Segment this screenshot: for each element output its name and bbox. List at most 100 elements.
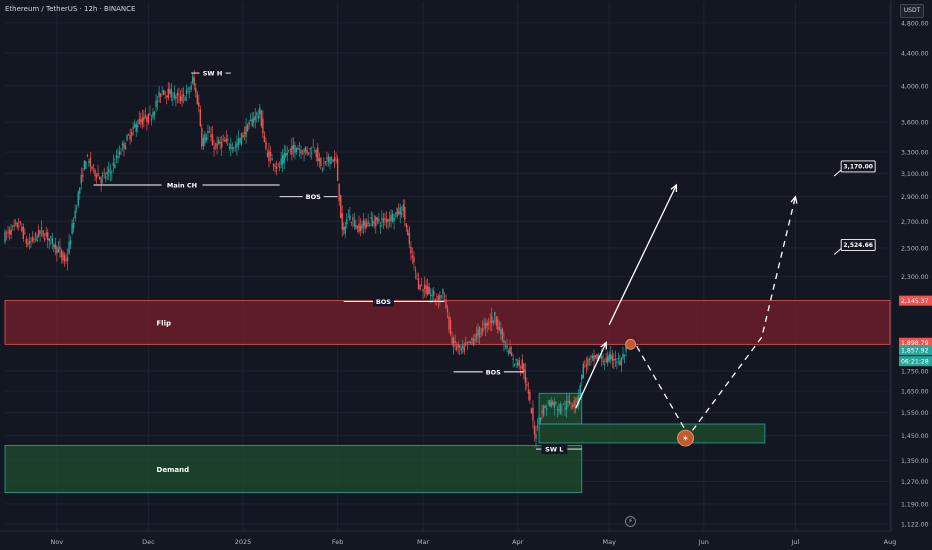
- candle-body: [211, 134, 214, 146]
- candle-body: [523, 363, 525, 372]
- candle-body: [225, 138, 227, 142]
- candle-body: [100, 178, 102, 184]
- candle-body: [358, 223, 360, 232]
- candle-body: [88, 160, 90, 164]
- candle-body: [477, 329, 479, 336]
- candle-body: [57, 248, 60, 253]
- candle-body: [25, 238, 28, 244]
- candle-body: [76, 207, 78, 209]
- candle-body: [272, 163, 275, 167]
- candle-body: [362, 219, 365, 227]
- candle-body: [430, 294, 432, 297]
- candle-body: [275, 166, 278, 169]
- candle-body: [50, 236, 52, 237]
- candle-body: [387, 219, 389, 222]
- candle-body: [507, 350, 510, 354]
- candle-body: [13, 224, 15, 226]
- candle-body: [184, 97, 186, 101]
- candle-body: [146, 116, 148, 123]
- candle-body: [141, 117, 144, 125]
- candle-body: [521, 359, 523, 370]
- candle-body: [506, 345, 508, 349]
- candle-body: [619, 360, 621, 365]
- candle-body: [230, 144, 232, 150]
- candle-body: [355, 225, 357, 229]
- candle-body: [529, 392, 531, 401]
- candle-body: [437, 295, 440, 302]
- candle-body: [274, 166, 276, 167]
- arrow-icon: [670, 183, 678, 192]
- candle-body: [487, 323, 490, 325]
- candle-body: [336, 158, 339, 181]
- candle-body: [368, 224, 371, 227]
- candle-body: [236, 143, 238, 148]
- price-tag-label: 06:21:28: [901, 359, 929, 366]
- candle-body: [434, 298, 436, 301]
- candle-body: [77, 192, 79, 206]
- candle-body: [198, 102, 200, 107]
- candle-body: [510, 352, 513, 357]
- candle-body: [587, 359, 589, 366]
- candle-body: [585, 364, 588, 367]
- candle-body: [239, 137, 241, 143]
- candle-body: [431, 295, 433, 297]
- price-tick-label: 3,600.00: [901, 120, 929, 127]
- candle-body: [603, 364, 606, 365]
- candle-body: [71, 223, 73, 234]
- target-label: 2,524.66: [843, 242, 873, 249]
- candle-body: [150, 118, 153, 121]
- candle-body: [80, 175, 82, 184]
- candle-body: [109, 171, 111, 174]
- price-tick-label: 1,270.00: [901, 479, 929, 486]
- candle-body: [481, 327, 484, 333]
- candle-body: [489, 320, 491, 323]
- candle-body: [199, 109, 202, 127]
- candle-body: [260, 111, 263, 127]
- lightning-icon[interactable]: ⚡: [625, 516, 636, 527]
- price-tag-label: 1,898.79: [901, 340, 929, 347]
- candle-body: [155, 100, 157, 108]
- candle-body: [265, 141, 267, 149]
- candle-body: [259, 107, 261, 115]
- structure-label-bg: [482, 366, 504, 377]
- candle-body: [289, 148, 292, 150]
- candle-body: [399, 207, 401, 215]
- candle-body: [338, 183, 340, 201]
- candle-body: [495, 316, 498, 326]
- candle-body: [376, 217, 379, 221]
- candle-body: [14, 222, 17, 224]
- candle-body: [291, 145, 293, 155]
- candle-body: [8, 229, 11, 235]
- candle-body: [310, 152, 313, 154]
- candle-body: [330, 157, 333, 160]
- candle-body: [233, 147, 235, 149]
- candle-body: [579, 385, 581, 396]
- candle-body: [72, 222, 75, 229]
- candle-body: [220, 141, 223, 148]
- candle-body: [306, 150, 308, 154]
- candle-body: [103, 173, 105, 175]
- candle-body: [147, 113, 150, 123]
- candle-body: [205, 137, 208, 141]
- candle-body: [167, 88, 169, 98]
- arrow-icon: [600, 341, 607, 350]
- price-tick-label: 1,750.00: [901, 368, 929, 375]
- candle-body: [323, 163, 325, 164]
- candle-body: [74, 210, 76, 219]
- candle-body: [101, 175, 104, 177]
- candle-body: [425, 285, 427, 294]
- candle-body: [185, 89, 188, 94]
- candle-body: [66, 256, 69, 262]
- candle-body: [384, 218, 386, 220]
- candle-body: [561, 409, 563, 411]
- candle-body: [286, 152, 288, 155]
- candle-body: [556, 409, 559, 411]
- candle-body: [414, 269, 417, 272]
- candle-body: [436, 300, 438, 302]
- candle-body: [417, 278, 420, 290]
- candle-body: [269, 152, 272, 157]
- candle-body: [602, 360, 604, 362]
- currency-badge[interactable]: USDT: [900, 4, 924, 18]
